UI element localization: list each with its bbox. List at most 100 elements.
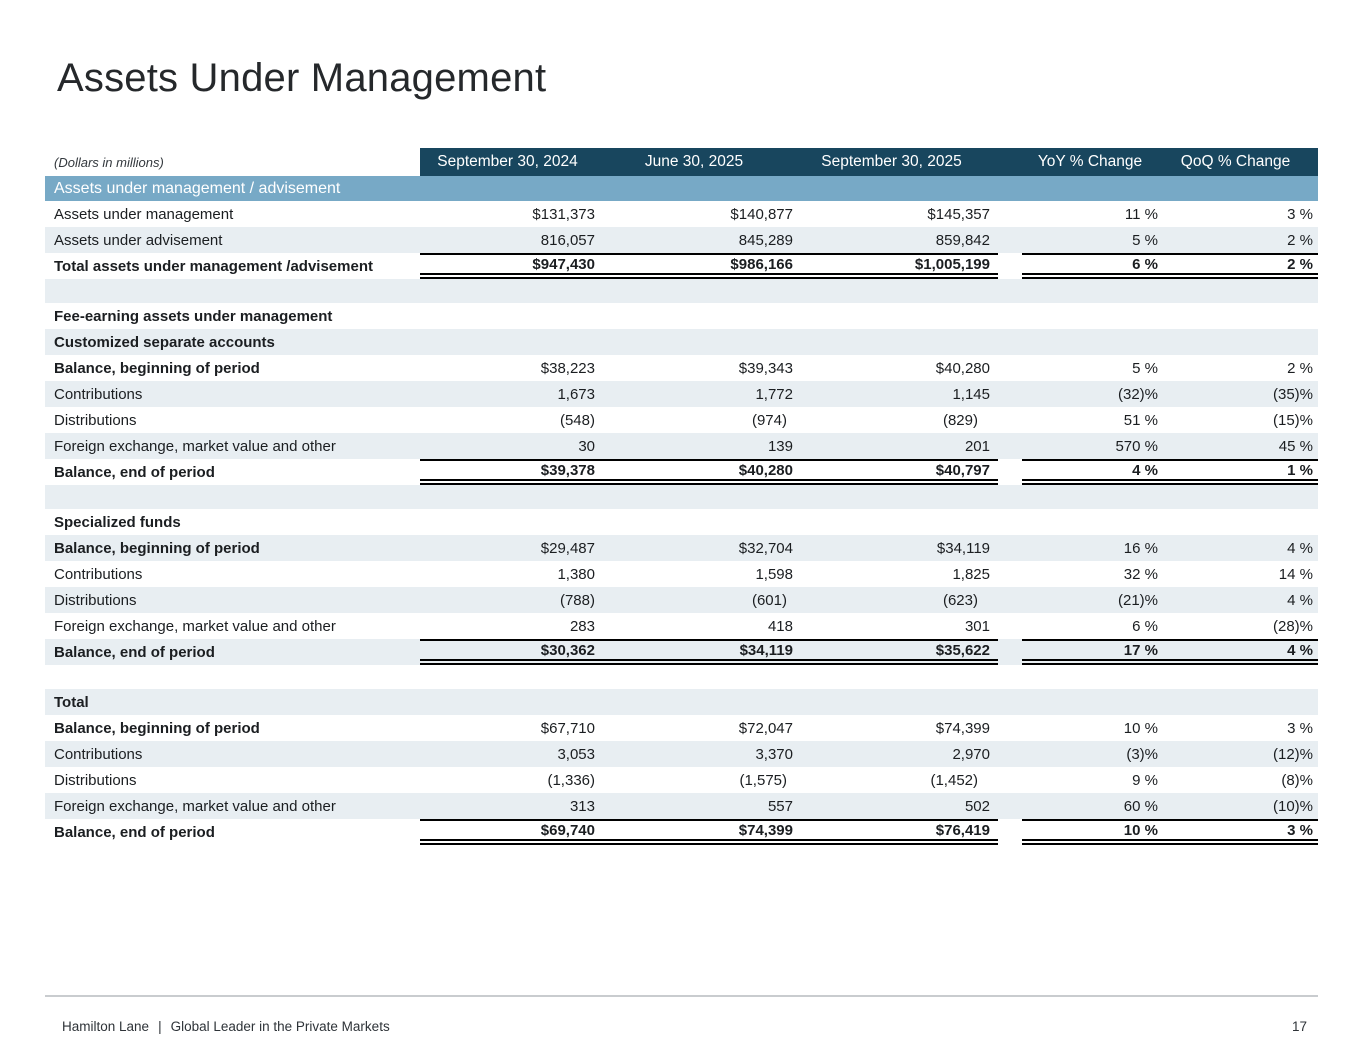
value-cell: 1,145 <box>952 385 990 403</box>
value-cell: $39,378 <box>540 461 595 479</box>
table-row-data: Distributions (1,336) (1,575) (1,452) 9 % (8)… <box>45 767 1318 793</box>
units-note: (Dollars in millions) <box>54 154 164 170</box>
pct-cell: 45 % <box>1278 437 1313 455</box>
column-gap <box>998 535 1022 561</box>
row-pct-values: 5 % 2 % <box>1022 355 1318 381</box>
value-cell: 418 <box>767 617 793 635</box>
row-pct-values: 5 % 2 % <box>1022 227 1318 253</box>
pct-cell: (32)% <box>1117 385 1158 403</box>
pct-cell: (28)% <box>1272 617 1313 635</box>
table-row-data: Foreign exchange, market value and other… <box>45 793 1318 819</box>
row-pct-values: 17 % 4 % <box>1022 639 1318 665</box>
value-cell: $1,005,199 <box>914 255 990 273</box>
value-cell: $947,430 <box>532 255 595 273</box>
table-header-row: (Dollars in millions) September 30, 2024… <box>45 148 1318 176</box>
value-cell: $67,710 <box>540 719 595 737</box>
row-date-values: 3,053 3,370 2,970 <box>420 741 998 767</box>
column-gap <box>998 407 1022 433</box>
pct-cell: 4 % <box>1287 591 1313 609</box>
table-row-section: Specialized funds <box>45 509 1318 535</box>
page-title: Assets Under Management <box>57 56 547 100</box>
table-row-data: Assets under advisement 816,057 845,289 859… <box>45 227 1318 253</box>
value-cell: (1,575) <box>739 771 787 789</box>
table-row-data: Balance, beginning of period $29,487 $32,7… <box>45 535 1318 561</box>
col-header-sep-2025: September 30, 2025 <box>821 153 962 170</box>
value-cell: $34,119 <box>936 539 990 557</box>
table-row-data: Contributions 1,673 1,772 1,145 (32)% (35)% <box>45 381 1318 407</box>
value-cell: (974) <box>751 411 787 429</box>
pct-cell: 2 % <box>1287 231 1313 249</box>
table-row-data: Balance, beginning of period $67,710 $72,0… <box>45 715 1318 741</box>
row-label: Foreign exchange, market value and other <box>54 437 336 455</box>
row-pct-values: 6 % 2 % <box>1022 253 1318 279</box>
row-date-values: $947,430 $986,166 $1,005,199 <box>420 253 998 279</box>
pct-cell: 3 % <box>1287 205 1313 223</box>
value-cell: $32,704 <box>738 539 793 557</box>
value-cell: $40,797 <box>935 461 990 479</box>
row-label: Assets under advisement <box>54 231 223 249</box>
aum-table: (Dollars in millions) September 30, 2024… <box>45 148 1318 845</box>
value-cell: $40,280 <box>738 461 793 479</box>
pct-cell: 5 % <box>1132 231 1158 249</box>
value-cell: $30,362 <box>540 641 595 659</box>
value-cell: (788) <box>559 591 595 609</box>
pct-cell: (3)% <box>1126 745 1158 763</box>
row-date-values: $30,362 $34,119 $35,622 <box>420 639 998 665</box>
pct-cell: 4 % <box>1287 539 1313 557</box>
table-row-data: Contributions 3,053 3,370 2,970 (3)% (12)% <box>45 741 1318 767</box>
pct-cell: 14 % <box>1278 565 1313 583</box>
column-gap <box>998 381 1022 407</box>
row-date-values: 1,673 1,772 1,145 <box>420 381 998 407</box>
table-row-data: Contributions 1,380 1,598 1,825 32 % 14 % <box>45 561 1318 587</box>
row-pct-values: 51 % (15)% <box>1022 407 1318 433</box>
value-cell: 557 <box>767 797 793 815</box>
column-gap <box>998 227 1022 253</box>
row-pct-values: 4 % 1 % <box>1022 459 1318 485</box>
pct-cell: 4 % <box>1132 461 1158 479</box>
pct-cell: (12)% <box>1272 745 1313 763</box>
pct-cell: 2 % <box>1287 255 1313 273</box>
table-row-data: Foreign exchange, market value and other… <box>45 433 1318 459</box>
pct-cell: 5 % <box>1132 359 1158 377</box>
value-cell: (1,336) <box>547 771 595 789</box>
column-gap <box>998 741 1022 767</box>
table-row-total: Balance, end of period $69,740 $74,399 $76,… <box>45 819 1318 845</box>
col-header-sep-2024: September 30, 2024 <box>437 153 578 170</box>
row-date-values: (548) (974) (829) <box>420 407 998 433</box>
row-pct-values: (21)% 4 % <box>1022 587 1318 613</box>
value-cell: 1,380 <box>557 565 595 583</box>
table-row-data: Distributions (788) (601) (623) (21)% 4 % <box>45 587 1318 613</box>
row-label: Contributions <box>54 745 143 763</box>
table-row-spacer <box>45 279 1318 303</box>
table-row-data: Foreign exchange, market value and other… <box>45 613 1318 639</box>
column-gap <box>998 433 1022 459</box>
section-label: Customized separate accounts <box>54 333 275 351</box>
table-row-spacer <box>45 665 1318 689</box>
units-note-cell: (Dollars in millions) <box>45 148 420 176</box>
section-band-label: Assets under management / advisement <box>54 179 341 197</box>
row-label: Total assets under management /advisemen… <box>54 257 373 275</box>
table-header-bar: September 30, 2024 June 30, 2025 Septemb… <box>420 148 1318 176</box>
value-cell: $72,047 <box>738 719 793 737</box>
pct-cell: 10 % <box>1123 821 1158 839</box>
row-label: Balance, beginning of period <box>54 359 260 377</box>
value-cell: 313 <box>569 797 595 815</box>
value-cell: 139 <box>767 437 793 455</box>
pct-cell: 1 % <box>1287 461 1313 479</box>
value-cell: $74,399 <box>738 821 793 839</box>
row-label: Distributions <box>54 591 137 609</box>
col-header-jun-2025: June 30, 2025 <box>644 153 744 170</box>
table-row-data: Distributions (548) (974) (829) 51 % (15)% <box>45 407 1318 433</box>
value-cell: $69,740 <box>540 821 595 839</box>
column-gap <box>998 253 1022 279</box>
pct-cell: 6 % <box>1132 617 1158 635</box>
value-cell: (548) <box>559 411 595 429</box>
value-cell: $34,119 <box>739 641 793 659</box>
row-date-values: $29,487 $32,704 $34,119 <box>420 535 998 561</box>
table-row-total: Total assets under management /advisemen… <box>45 253 1318 279</box>
footer-separator: | <box>158 1019 162 1034</box>
value-cell: 845,289 <box>738 231 793 249</box>
row-date-values: $69,740 $74,399 $76,419 <box>420 819 998 845</box>
table-row-band: Assets under management / advisement <box>45 176 1318 201</box>
